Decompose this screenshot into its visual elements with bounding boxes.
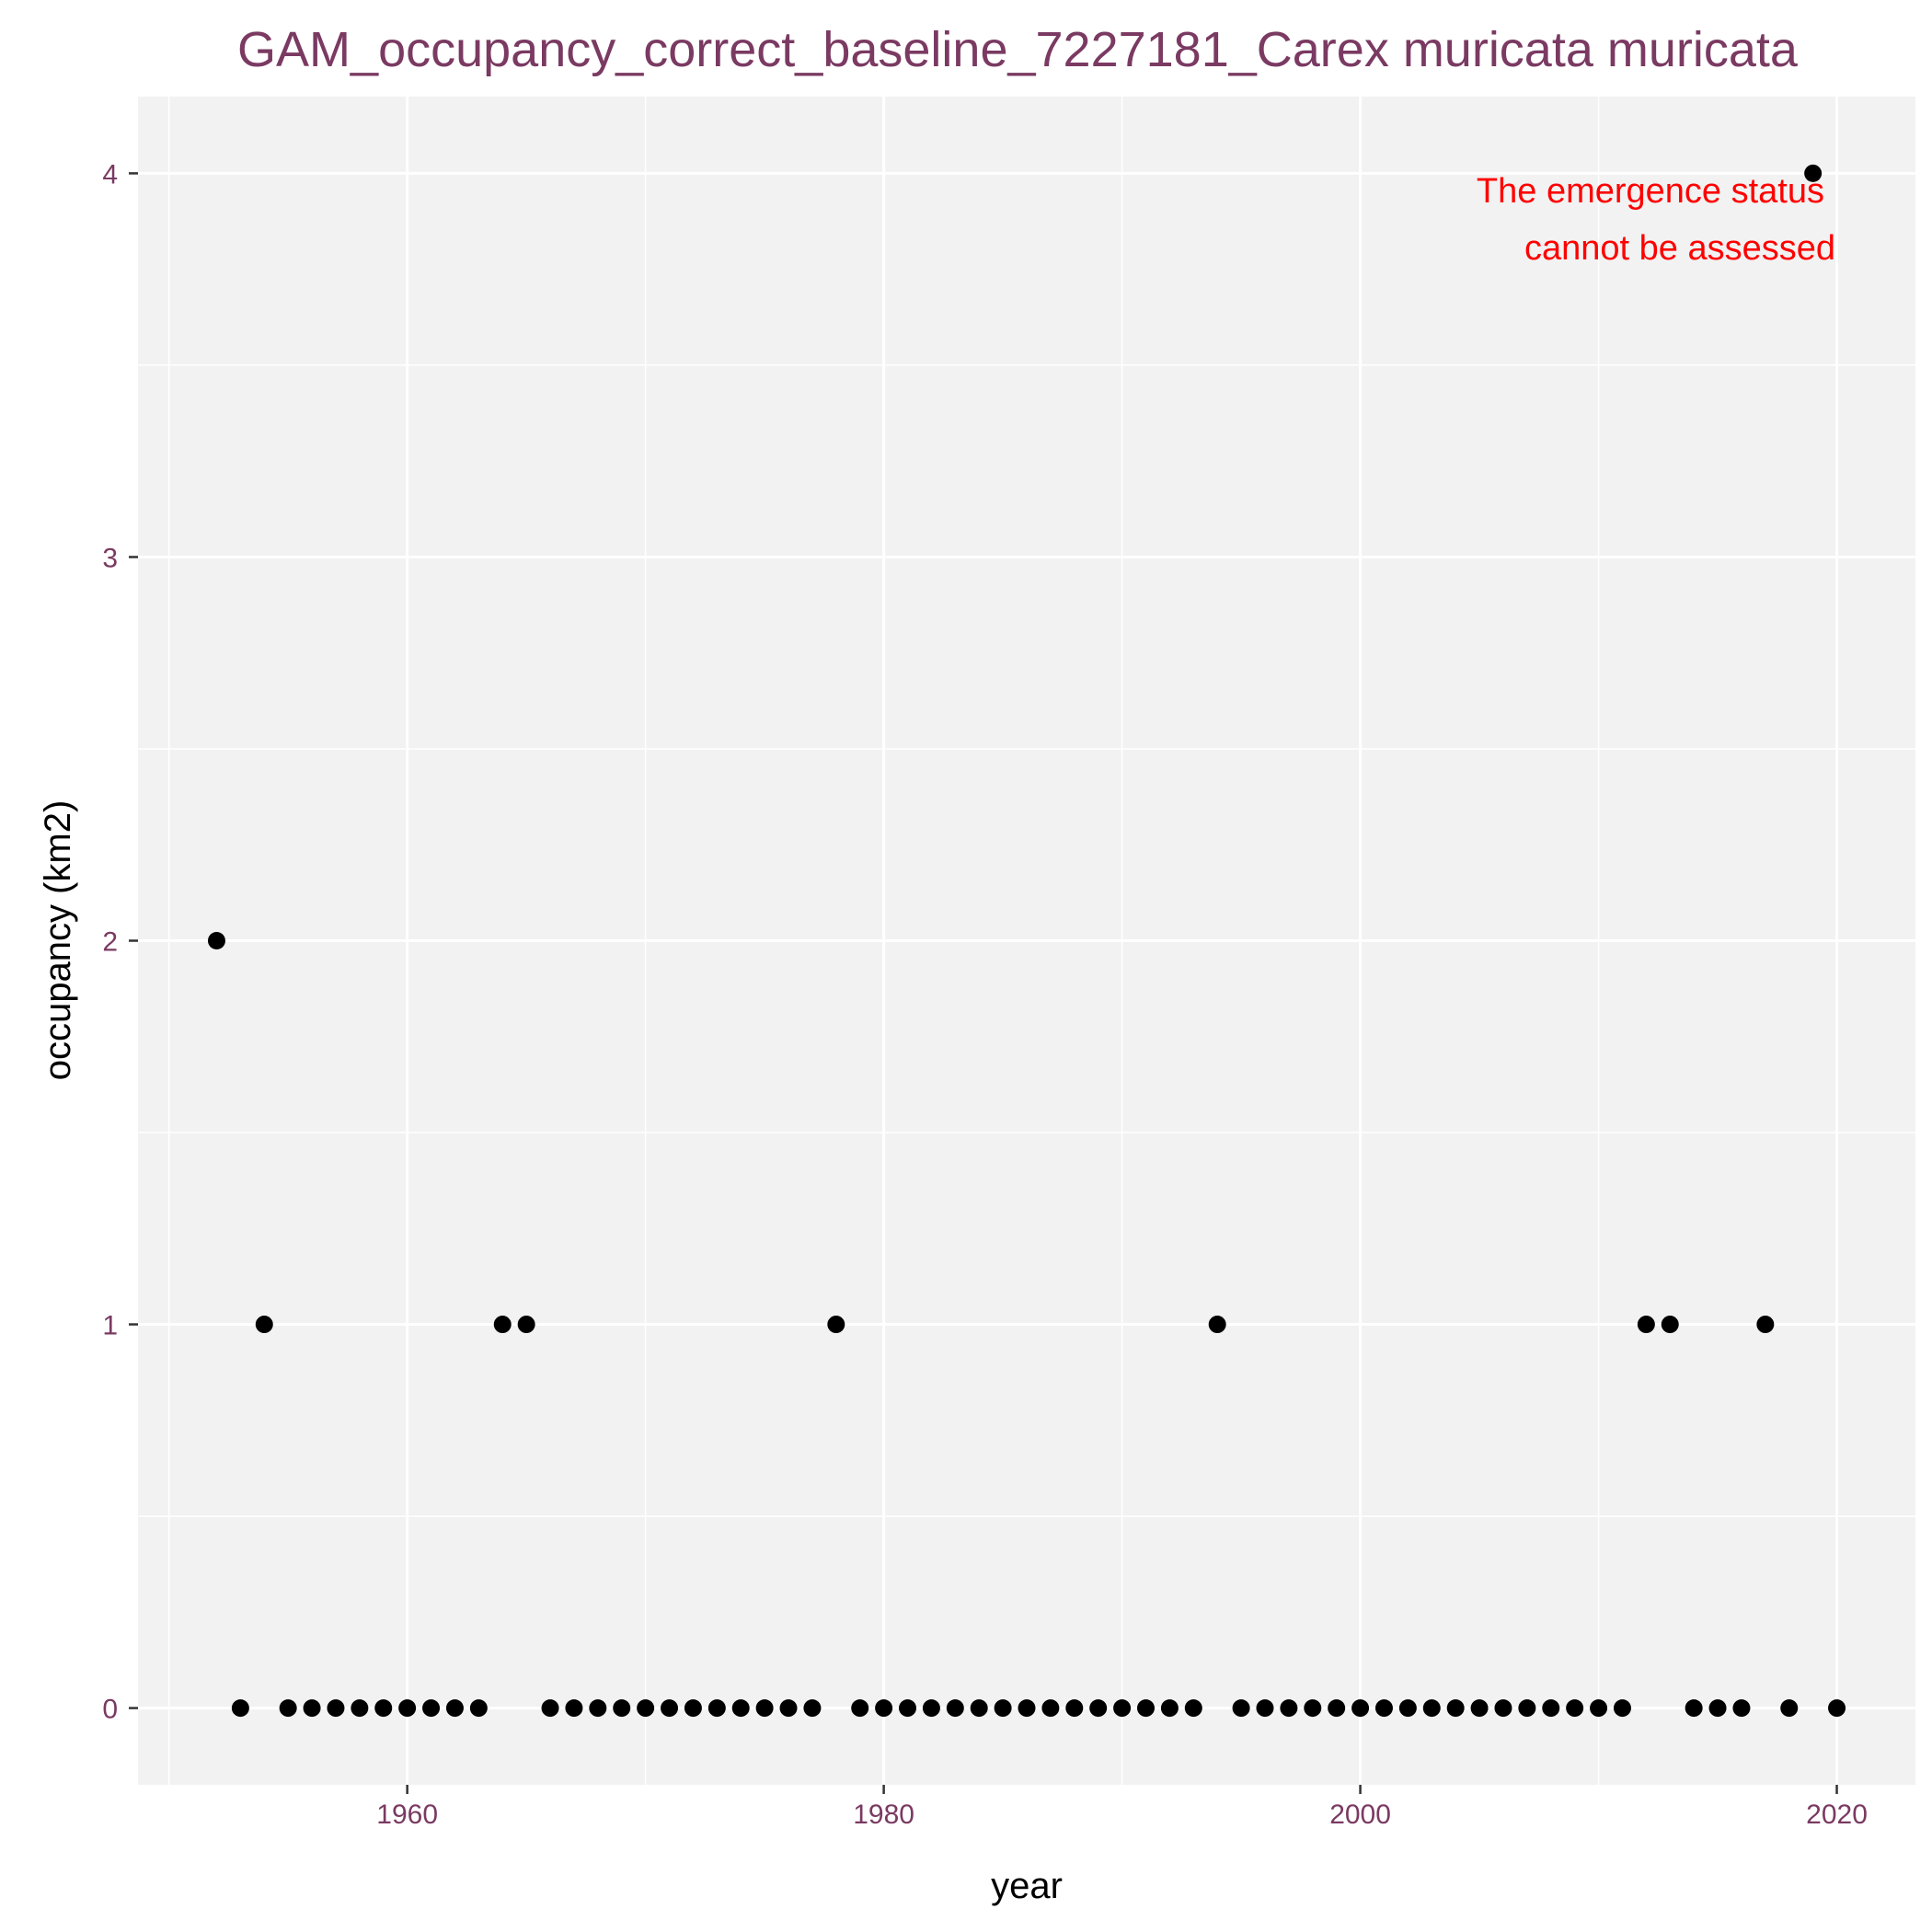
data-point: [255, 1316, 273, 1334]
data-point: [1041, 1699, 1060, 1718]
data-point: [374, 1699, 393, 1718]
x-tick-label: 1980: [853, 1800, 914, 1830]
annotation: The emergence status cannot be assessed: [1477, 172, 1835, 268]
data-point: [1780, 1699, 1799, 1718]
data-point: [422, 1699, 441, 1718]
data-point: [684, 1699, 702, 1718]
data-point: [1828, 1699, 1846, 1718]
data-point: [1756, 1316, 1775, 1334]
data-point: [1566, 1699, 1584, 1718]
y-tick-label: 0: [102, 1695, 118, 1725]
data-point: [445, 1699, 464, 1718]
data-point: [1232, 1699, 1250, 1718]
data-point: [565, 1699, 583, 1718]
data-point: [1280, 1699, 1298, 1718]
data-point: [1637, 1316, 1655, 1334]
data-point: [469, 1699, 488, 1718]
y-tick-label: 1: [102, 1311, 118, 1341]
y-axis-title: occupancy (km2): [38, 800, 78, 1081]
data-point: [1446, 1699, 1465, 1718]
data-point: [279, 1699, 297, 1718]
data-point: [541, 1699, 559, 1718]
data-point: [493, 1316, 512, 1334]
data-point: [1328, 1699, 1346, 1718]
chart-title: GAM_occupancy_correct_baseline_7227181_C…: [237, 22, 1799, 77]
data-point: [1065, 1699, 1084, 1718]
x-axis-title: year: [991, 1866, 1063, 1906]
data-point: [231, 1699, 249, 1718]
data-point: [946, 1699, 964, 1718]
data-point: [922, 1699, 940, 1718]
data-point: [398, 1699, 417, 1718]
data-point: [994, 1699, 1012, 1718]
x-tick-label: 1960: [376, 1800, 438, 1830]
data-point: [613, 1699, 631, 1718]
annotation-line-2: cannot be assessed: [1524, 229, 1835, 268]
data-point: [1661, 1316, 1679, 1334]
y-tick-label: 4: [102, 159, 118, 190]
data-point: [827, 1316, 845, 1334]
data-point: [899, 1699, 917, 1718]
data-point: [1374, 1699, 1393, 1718]
axes: 1960 1980 2000 2020 0 1 2 3 4: [102, 159, 1868, 1830]
data-point: [351, 1699, 369, 1718]
data-point: [637, 1699, 655, 1718]
data-point: [1422, 1699, 1441, 1718]
data-point: [755, 1699, 774, 1718]
data-point: [1113, 1699, 1132, 1718]
data-point: [731, 1699, 750, 1718]
data-point: [1089, 1699, 1108, 1718]
data-point: [1470, 1699, 1489, 1718]
data-point: [1304, 1699, 1322, 1718]
data-point: [1613, 1699, 1631, 1718]
data-point: [1398, 1699, 1417, 1718]
data-point: [1708, 1699, 1727, 1718]
data-point: [1136, 1699, 1155, 1718]
data-point: [1542, 1699, 1560, 1718]
data-point: [1351, 1699, 1370, 1718]
data-point: [707, 1699, 726, 1718]
data-point: [851, 1699, 869, 1718]
data-point: [803, 1699, 822, 1718]
x-tick-label: 2020: [1806, 1800, 1868, 1830]
data-point: [779, 1699, 798, 1718]
data-point: [1256, 1699, 1274, 1718]
data-point: [1732, 1699, 1751, 1718]
data-point: [661, 1699, 679, 1718]
data-points: [207, 164, 1846, 1718]
y-tick-label: 3: [102, 543, 118, 573]
data-point: [1184, 1699, 1202, 1718]
data-point: [875, 1699, 893, 1718]
annotation-line-1: The emergence status: [1477, 172, 1824, 211]
data-point: [1590, 1699, 1608, 1718]
data-point: [207, 932, 225, 949]
data-point: [303, 1699, 321, 1718]
data-point: [517, 1316, 535, 1334]
data-point: [589, 1699, 607, 1718]
y-tick-label: 2: [102, 927, 118, 958]
gridlines: [138, 97, 1915, 1785]
x-tick-label: 2000: [1329, 1800, 1391, 1830]
data-point: [1685, 1699, 1703, 1718]
data-point: [1518, 1699, 1536, 1718]
data-point: [1208, 1316, 1226, 1334]
data-point: [1804, 164, 1823, 182]
data-point: [327, 1699, 345, 1718]
data-point: [1494, 1699, 1512, 1718]
data-point: [970, 1699, 988, 1718]
data-point: [1160, 1699, 1179, 1718]
data-point: [1018, 1699, 1036, 1718]
